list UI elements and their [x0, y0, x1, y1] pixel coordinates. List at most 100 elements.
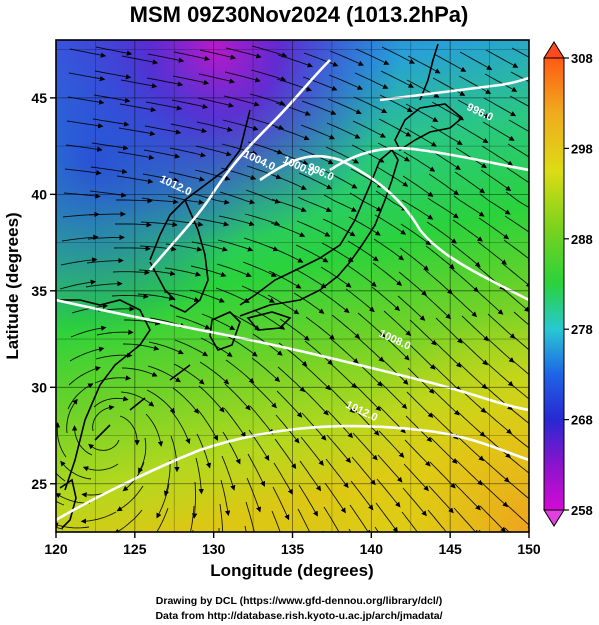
streamline: [478, 217, 510, 240]
streamline: [302, 388, 329, 416]
streamline: [428, 173, 460, 196]
streamline: [245, 189, 281, 204]
streamline: [93, 396, 129, 408]
streamline: [298, 172, 333, 190]
streamline: [457, 411, 486, 437]
x-tick-label: 120: [44, 541, 68, 557]
streamline: [148, 341, 184, 355]
streamline: [199, 361, 230, 385]
streamline: [508, 119, 529, 133]
streamline: [509, 95, 529, 107]
streamline: [274, 126, 310, 141]
y-tick-label: 45: [31, 90, 47, 106]
streamline: [382, 334, 410, 361]
streamline: [81, 536, 115, 548]
streamline: [80, 511, 117, 524]
streamline: [253, 309, 286, 330]
streamline: [71, 425, 93, 456]
streamline: [248, 117, 285, 130]
hokkaido-coastline: [394, 103, 464, 152]
streamline: [199, 49, 236, 60]
x-tick-label: 150: [517, 541, 541, 557]
streamline: [140, 221, 178, 228]
streamline: [406, 391, 434, 418]
streamline: [275, 414, 300, 444]
x-tick-label: 130: [202, 541, 226, 557]
streamline: [170, 435, 180, 473]
streamline: [163, 459, 171, 497]
streamline: [425, 245, 455, 270]
streamline: [91, 142, 129, 151]
streamline: [167, 195, 205, 205]
streamline: [298, 484, 318, 517]
streamline: [449, 291, 478, 318]
streamline: [401, 536, 421, 566]
taiwan-coastline: [59, 478, 77, 529]
streamline: [117, 151, 155, 160]
streamline: [454, 483, 481, 511]
streamline: [120, 79, 158, 89]
streamline: [115, 221, 152, 228]
isobar-line: [149, 59, 331, 271]
y-axis-ticks: 25 30 35 40 45: [31, 90, 56, 492]
streamline: [191, 481, 198, 519]
isobar-line: [56, 424, 529, 522]
streamline: [325, 146, 360, 164]
streamline: [303, 364, 331, 391]
streamline: [452, 219, 483, 242]
streamline: [479, 193, 511, 215]
streamline: [505, 191, 529, 209]
streamline: [223, 95, 260, 107]
streamline: [475, 289, 504, 315]
streamline: [403, 463, 429, 492]
streamline: [486, 337, 515, 363]
colorbar-tick-label: 308: [571, 51, 593, 66]
streamline: [377, 454, 403, 483]
streamline: [304, 340, 333, 366]
streamline: [485, 361, 514, 387]
streamline: [509, 407, 529, 424]
streamline: [401, 511, 418, 532]
y-tick-label: 35: [31, 283, 47, 299]
streamline: [408, 343, 436, 370]
x-tick-label: 135: [281, 541, 305, 557]
streamline: [423, 293, 452, 320]
streamline: [325, 458, 349, 489]
streamline: [380, 70, 414, 88]
china-coastline: [56, 299, 151, 491]
streamline: [244, 213, 281, 226]
streamline: [460, 339, 488, 366]
graticule: [56, 40, 529, 532]
streamline: [174, 339, 209, 357]
streamline: [397, 295, 426, 321]
streamline: [402, 487, 427, 517]
streamline: [485, 49, 519, 68]
streamline: [112, 269, 150, 276]
streamline: [70, 325, 107, 338]
streamline: [138, 437, 147, 474]
streamline: [373, 238, 405, 261]
streamline: [484, 73, 518, 92]
credit-drawing: Drawing by DCL (https://www.gfd-dennou.o…: [156, 595, 442, 607]
streamline: [141, 197, 179, 205]
x-tick-label: 145: [438, 541, 462, 557]
streamline: [319, 290, 350, 314]
streamline: [327, 410, 354, 439]
streamline: [69, 48, 107, 58]
streamline: [327, 98, 362, 115]
colorbar-tick-label: 288: [571, 232, 593, 247]
streamline: [189, 289, 225, 303]
colorbar-tick-label: 278: [571, 322, 593, 337]
streamline: [144, 125, 182, 135]
streamline: [353, 96, 388, 114]
streamline: [171, 99, 209, 110]
streamline: [513, 311, 529, 326]
streamline: [434, 341, 462, 368]
streamline: [90, 166, 128, 175]
streamline: [216, 263, 252, 277]
streamline: [111, 293, 149, 300]
streamline: [276, 390, 303, 418]
streamline: [275, 102, 311, 116]
